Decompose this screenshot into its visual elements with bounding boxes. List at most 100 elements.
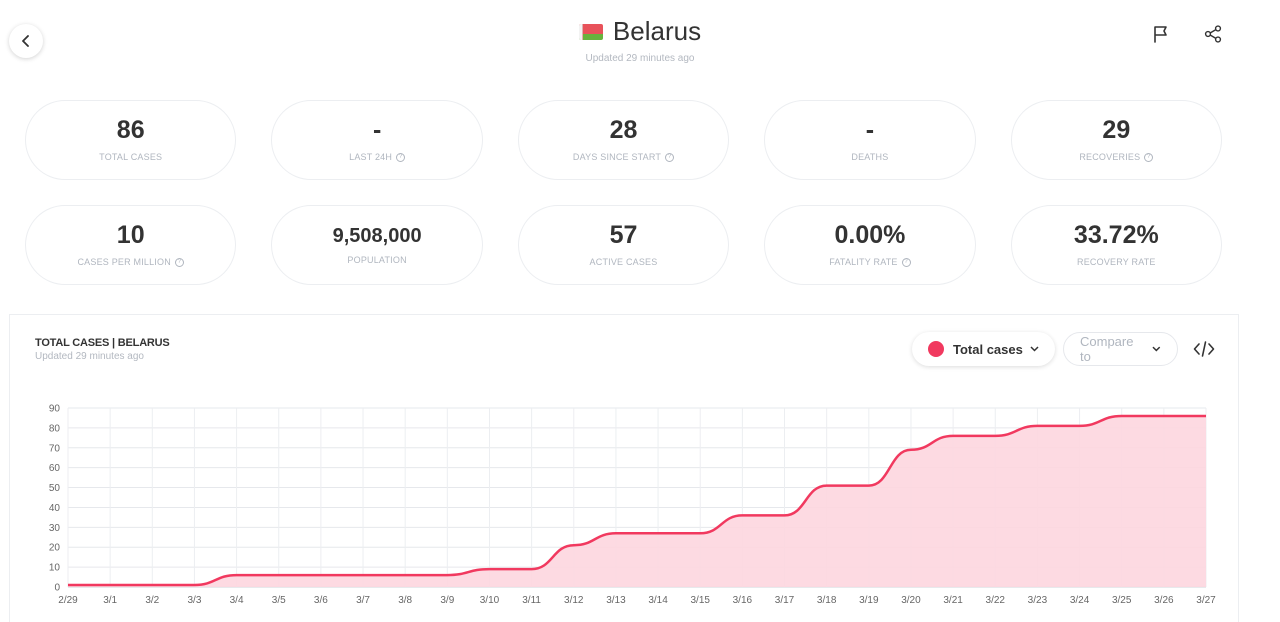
stat-label: RECOVERIES	[1079, 152, 1141, 162]
stat-card-days-since-start: 28 DAYS SINCE START?	[517, 100, 730, 180]
x-tick-label: 3/3	[187, 595, 201, 606]
stat-label: POPULATION	[347, 254, 407, 265]
compare-to-label: Compare to	[1080, 334, 1134, 364]
stat-card-cases-per-million: 10 CASES PER MILLION?	[25, 205, 237, 285]
y-tick-label: 80	[49, 423, 61, 434]
chevron-left-icon	[22, 35, 29, 47]
page-header: Belarus Updated 29 minutes ago	[0, 16, 1280, 64]
y-tick-label: 30	[49, 523, 61, 534]
chevron-down-icon	[1030, 346, 1039, 352]
x-tick-label: 3/15	[690, 595, 710, 606]
x-tick-label: 3/7	[356, 595, 370, 606]
stat-label: DEATHS	[851, 152, 889, 162]
x-tick-label: 3/21	[943, 595, 963, 606]
stat-card-active-cases: 57 ACTIVE CASES	[517, 205, 730, 285]
stat-label: RECOVERY RATE	[1077, 257, 1156, 267]
stats-row: 86 TOTAL CASES - LAST 24H? 28 DAYS SINCE…	[25, 100, 1223, 180]
chevron-down-icon	[1152, 346, 1161, 352]
series-selector-dropdown[interactable]: Total cases	[912, 332, 1055, 366]
stat-value: 33.72%	[1073, 221, 1159, 249]
x-tick-label: 3/23	[1028, 595, 1048, 606]
series-area-total-cases	[68, 415, 1206, 587]
x-tick-label: 3/1	[103, 595, 117, 606]
stats-grid: 86 TOTAL CASES - LAST 24H? 28 DAYS SINCE…	[25, 100, 1223, 310]
y-tick-label: 60	[49, 463, 61, 474]
y-tick-label: 70	[49, 443, 61, 454]
x-tick-label: 3/20	[901, 595, 921, 606]
stat-card-last-24h: - LAST 24H?	[271, 100, 483, 180]
help-icon[interactable]: ?	[174, 257, 184, 267]
stat-value: -	[865, 116, 875, 144]
y-tick-label: 10	[49, 563, 61, 574]
stat-value: 9,508,000	[332, 224, 422, 247]
x-tick-label: 3/19	[859, 595, 879, 606]
series-selector-label: Total cases	[953, 341, 1023, 357]
stat-label: DAYS SINCE START	[572, 152, 662, 162]
stat-card-deaths: - DEATHS	[764, 100, 976, 180]
stat-card-population: 9,508,000 POPULATION	[271, 205, 483, 285]
x-tick-label: 3/5	[272, 595, 286, 606]
x-tick-label: 3/22	[986, 595, 1006, 606]
stat-label: CASES PER MILLION	[77, 257, 171, 267]
compare-to-dropdown[interactable]: Compare to	[1063, 332, 1178, 366]
x-tick-label: 3/18	[817, 595, 837, 606]
share-button[interactable]	[1202, 24, 1224, 44]
x-tick-label: 3/24	[1070, 595, 1090, 606]
belarus-flag-icon	[578, 23, 603, 40]
stats-row: 10 CASES PER MILLION? 9,508,000 POPULATI…	[25, 205, 1223, 285]
series-color-dot	[928, 341, 944, 357]
updated-timestamp: Updated 29 minutes ago	[585, 53, 695, 64]
x-tick-label: 3/17	[775, 595, 795, 606]
stat-card-total-cases: 86 TOTAL CASES	[25, 100, 237, 180]
y-tick-label: 50	[49, 483, 61, 494]
x-tick-label: 3/16	[733, 595, 753, 606]
y-tick-label: 90	[49, 404, 61, 415]
stat-label: ACTIVE CASES	[589, 257, 658, 267]
stat-value: 28	[609, 116, 638, 144]
help-icon[interactable]: ?	[901, 257, 911, 267]
stat-card-fatality-rate: 0.00% FATALITY RATE?	[764, 205, 976, 285]
y-tick-label: 0	[54, 583, 60, 594]
stat-value: 29	[1102, 116, 1131, 144]
stat-value: 10	[116, 221, 145, 249]
embed-code-button[interactable]	[1193, 340, 1215, 358]
help-icon[interactable]: ?	[665, 152, 675, 162]
x-tick-label: 3/27	[1196, 595, 1216, 606]
x-tick-label: 2/29	[58, 595, 78, 606]
stat-label: TOTAL CASES	[99, 152, 163, 162]
x-tick-label: 3/10	[480, 595, 500, 606]
stat-label: FATALITY RATE	[829, 257, 898, 267]
x-tick-label: 3/14	[648, 595, 668, 606]
x-tick-label: 3/25	[1112, 595, 1132, 606]
page-title: Belarus	[612, 16, 702, 46]
x-tick-label: 3/11	[522, 595, 541, 606]
flag-icon	[1154, 26, 1167, 43]
stat-label: LAST 24H	[349, 152, 393, 162]
stat-card-recoveries: 29 RECOVERIES?	[1010, 100, 1223, 180]
x-tick-label: 3/4	[230, 595, 244, 606]
chart-panel: 0 10 20 30 40 50 60 70 80 90 2/29 3/1 3/2 3/3 3/4 3/5 3/…	[9, 314, 1239, 622]
stat-value: -	[372, 116, 382, 144]
x-tick-label: 3/6	[314, 595, 328, 606]
x-tick-label: 3/2	[145, 595, 159, 606]
total-cases-chart: 0 10 20 30 40 50 60 70 80 90 2/29 3/1 3/2 3/3 3/4 3/5 3/…	[49, 404, 1216, 607]
x-tick-label: 3/12	[564, 595, 584, 606]
x-tick-label: 3/13	[606, 595, 626, 606]
stat-value: 0.00%	[834, 221, 906, 249]
x-tick-label: 3/26	[1154, 595, 1174, 606]
help-icon[interactable]: ?	[1144, 152, 1154, 162]
x-tick-label: 3/8	[398, 595, 412, 606]
series-line-total-cases	[68, 414, 1206, 587]
chart-title: TOTAL CASES | BELARUS	[35, 337, 170, 349]
back-button[interactable]	[9, 24, 43, 58]
help-icon[interactable]: ?	[396, 152, 406, 162]
stat-value: 57	[609, 221, 638, 249]
share-icon	[1204, 25, 1222, 43]
y-tick-label: 20	[49, 543, 61, 554]
chart-updated-timestamp: Updated 29 minutes ago	[35, 351, 144, 362]
code-icon	[1193, 341, 1215, 357]
stat-card-recovery-rate: 33.72% RECOVERY RATE	[1010, 205, 1223, 285]
report-flag-button[interactable]	[1150, 24, 1172, 44]
stat-value: 86	[116, 116, 145, 144]
x-tick-label: 3/9	[440, 595, 454, 606]
